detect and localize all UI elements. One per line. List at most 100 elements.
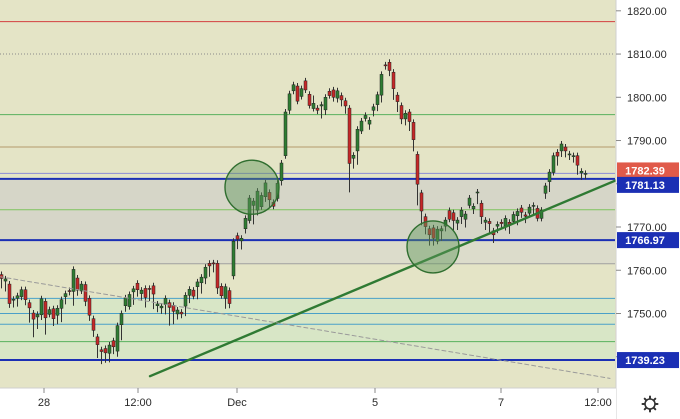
candle bbox=[555, 149, 560, 166]
candle bbox=[131, 285, 136, 305]
candle bbox=[219, 283, 224, 299]
candle bbox=[183, 292, 188, 317]
price-tick-label: 1820.00 bbox=[627, 6, 667, 18]
svg-text:1766.97: 1766.97 bbox=[625, 235, 665, 247]
candle bbox=[399, 102, 404, 125]
candle bbox=[319, 101, 324, 119]
highlight-circle[interactable] bbox=[224, 159, 280, 215]
candle bbox=[83, 281, 88, 307]
candle bbox=[303, 77, 308, 93]
svg-text:1781.13: 1781.13 bbox=[625, 180, 665, 192]
price-tick-label: 1770.00 bbox=[627, 222, 667, 234]
candle bbox=[411, 119, 416, 152]
candle bbox=[403, 110, 408, 126]
candle bbox=[351, 152, 356, 169]
price-tick-label: 1800.00 bbox=[627, 92, 667, 104]
candle bbox=[15, 292, 20, 307]
candle bbox=[23, 286, 28, 306]
candle bbox=[299, 85, 304, 100]
candle bbox=[559, 140, 564, 157]
candle bbox=[139, 287, 144, 301]
candle bbox=[343, 97, 348, 114]
trendline[interactable] bbox=[148, 179, 618, 378]
candle bbox=[479, 200, 484, 224]
candle bbox=[499, 219, 504, 229]
time-tick-label: Dec bbox=[227, 397, 247, 409]
candle bbox=[111, 337, 116, 355]
candle bbox=[151, 282, 156, 310]
candle bbox=[143, 285, 148, 308]
time-tick-label: 7 bbox=[498, 397, 504, 409]
candle bbox=[543, 182, 548, 199]
candle bbox=[207, 260, 212, 277]
candle bbox=[383, 61, 388, 70]
time-axis[interactable] bbox=[0, 388, 616, 419]
candle bbox=[263, 179, 268, 202]
candle bbox=[215, 260, 220, 295]
candle bbox=[439, 225, 444, 241]
candle bbox=[199, 274, 204, 294]
candle bbox=[147, 285, 152, 301]
candle bbox=[239, 235, 244, 250]
candle bbox=[367, 117, 372, 130]
highlight-circle[interactable] bbox=[406, 220, 460, 274]
horizontal-levels bbox=[0, 21, 615, 362]
svg-text:1739.23: 1739.23 bbox=[625, 355, 665, 367]
candle bbox=[311, 95, 316, 112]
candle bbox=[195, 278, 200, 300]
settings-gear-icon[interactable] bbox=[641, 395, 659, 413]
candle bbox=[375, 91, 380, 112]
candle bbox=[119, 310, 124, 341]
candle bbox=[179, 309, 184, 319]
candle bbox=[227, 287, 232, 309]
candle bbox=[19, 286, 24, 301]
candle bbox=[563, 143, 568, 158]
candle bbox=[331, 86, 336, 102]
candle bbox=[231, 238, 236, 280]
price-axis[interactable] bbox=[616, 0, 680, 419]
candle bbox=[391, 69, 396, 100]
candle bbox=[455, 217, 460, 231]
candle bbox=[467, 195, 472, 209]
candle bbox=[31, 310, 36, 338]
candle bbox=[203, 264, 208, 285]
price-label: 1781.13 bbox=[617, 176, 679, 193]
candle bbox=[211, 259, 216, 273]
candle bbox=[159, 303, 164, 314]
trendlines bbox=[0, 179, 618, 379]
candle bbox=[11, 296, 16, 308]
svg-text:1782.39: 1782.39 bbox=[625, 165, 665, 177]
candle bbox=[127, 291, 132, 310]
candle bbox=[91, 315, 96, 337]
shaded-zone bbox=[0, 240, 615, 264]
candle bbox=[55, 305, 60, 325]
candle bbox=[327, 88, 332, 99]
candle bbox=[447, 207, 452, 223]
candle bbox=[531, 202, 536, 216]
time-tick-label: 12:00 bbox=[124, 397, 152, 409]
candle bbox=[63, 290, 68, 305]
candle bbox=[223, 283, 228, 309]
candle bbox=[463, 211, 468, 228]
candle bbox=[51, 305, 56, 327]
price-tick-label: 1810.00 bbox=[627, 49, 667, 61]
candle bbox=[363, 112, 368, 122]
price-tick-label: 1760.00 bbox=[627, 265, 667, 277]
candle bbox=[279, 159, 284, 186]
candle bbox=[307, 91, 312, 109]
candle bbox=[395, 92, 400, 112]
candle bbox=[315, 105, 320, 115]
candle bbox=[295, 83, 300, 105]
candle bbox=[43, 298, 48, 335]
candle bbox=[67, 287, 72, 296]
candle bbox=[419, 189, 424, 226]
candle bbox=[387, 59, 392, 77]
candle bbox=[431, 224, 436, 246]
candle bbox=[323, 94, 328, 116]
time-tick-label: 5 bbox=[372, 397, 378, 409]
price-label: 1739.23 bbox=[617, 352, 679, 369]
trendline[interactable] bbox=[0, 276, 611, 379]
candle bbox=[371, 103, 376, 117]
